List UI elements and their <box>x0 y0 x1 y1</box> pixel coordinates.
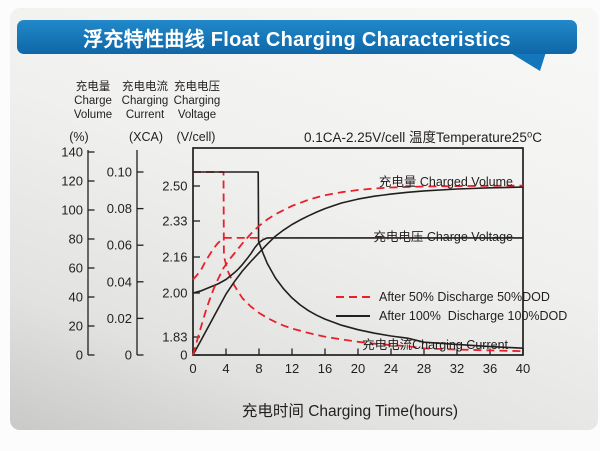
voltage-tick-label: 2.50 <box>162 179 187 194</box>
series-charging-current-100dod <box>193 171 524 349</box>
time-tick-label: 24 <box>384 361 398 376</box>
current-axis-unit: (XCA) <box>128 130 164 144</box>
volume-axis-unit: (%) <box>69 130 89 144</box>
series-charge-voltage-50dod <box>192 237 264 281</box>
current-axis-header: 充电电流 Charging Current <box>110 80 180 122</box>
time-tick-label: 0 <box>189 361 196 376</box>
time-tick-label: 36 <box>483 361 497 376</box>
time-tick-label: 40 <box>516 361 530 376</box>
current-tick-label: 0 <box>125 348 132 363</box>
volume-tick-label: 60 <box>69 261 83 276</box>
current-tick-label: 0.10 <box>107 165 132 180</box>
test-condition: 0.1CA-2.25V/cell 温度Temperature25⁰C <box>303 130 542 145</box>
legend-label-100dod: After 100% Discharge 100%DOD <box>379 309 568 323</box>
legend-solid-black-sample <box>336 314 370 318</box>
volume-axis-header: 充电量 Charge Volume <box>58 80 128 122</box>
current-tick-label: 0.06 <box>107 238 132 253</box>
volume-tick-label: 80 <box>69 232 83 247</box>
volume-tick-label: 20 <box>69 319 83 334</box>
charging-current-annotation: 充电电流Charging Current <box>362 338 508 352</box>
voltage-tick-label: 2.16 <box>162 250 187 265</box>
series-charged-volume-100dod <box>192 186 524 356</box>
voltage-tick-label: 2.33 <box>162 214 187 229</box>
charge-voltage-annotation: 充电电压 Charge Voltage <box>373 230 513 244</box>
series-charging-current-50dod <box>193 171 524 353</box>
x-axis-title: 充电时间 Charging Time(hours) <box>241 403 459 420</box>
current-axis-label-en: Charging Current <box>121 95 169 121</box>
content-card <box>10 8 598 430</box>
time-tick-label: 8 <box>255 361 262 376</box>
voltage-tick-label: 1.83 <box>162 330 187 345</box>
legend-dashed-red-sample <box>336 295 370 299</box>
current-tick-label: 0.04 <box>107 274 132 289</box>
time-tick-label: 4 <box>222 361 229 376</box>
voltage-tick-label: 0 <box>180 348 187 363</box>
banner-tail <box>509 52 546 71</box>
time-tick-label: 32 <box>450 361 464 376</box>
volume-tick-label: 40 <box>69 290 83 305</box>
volume-tick-label: 140 <box>61 145 83 160</box>
current-axis-label-zh: 充电电流 <box>122 81 168 93</box>
legend-item-100dod: After 100% Discharge 100%DOD <box>336 309 567 323</box>
legend-label-50dod: After 50% Discharge 50%DOD <box>379 290 550 304</box>
page-title: 浮充特性曲线 Float Charging Characteristics <box>83 28 511 51</box>
volume-tick-label: 100 <box>61 203 83 218</box>
time-tick-label: 12 <box>285 361 299 376</box>
volume-axis-label-en: Charge Volume <box>73 95 113 121</box>
current-tick-label: 0.02 <box>107 311 132 326</box>
series-charged-volume-50dod <box>192 184 524 356</box>
legend-item-50dod: After 50% Discharge 50%DOD <box>336 290 550 304</box>
series-charge-voltage-100dod <box>192 237 523 294</box>
current-tick-label: 0.08 <box>107 201 132 216</box>
title-banner: 浮充特性曲线 Float Charging Characteristics <box>17 20 577 54</box>
volume-tick-label: 0 <box>76 348 83 363</box>
time-tick-label: 28 <box>417 361 431 376</box>
time-tick-label: 16 <box>318 361 332 376</box>
time-tick-label: 20 <box>351 361 365 376</box>
voltage-axis-label-zh: 充电电压 <box>174 81 220 93</box>
voltage-tick-label: 2.00 <box>162 286 187 301</box>
volume-tick-label: 120 <box>61 174 83 189</box>
charged-volume-annotation: 充电量 Charged Volume <box>378 175 513 189</box>
voltage-axis-header: 充电电压 Charging Voltage <box>162 80 232 122</box>
volume-axis-label-zh: 充电量 <box>75 81 111 93</box>
voltage-axis-label-en: Charging Voltage <box>173 95 221 121</box>
voltage-axis-unit: (V/cell) <box>176 130 216 144</box>
